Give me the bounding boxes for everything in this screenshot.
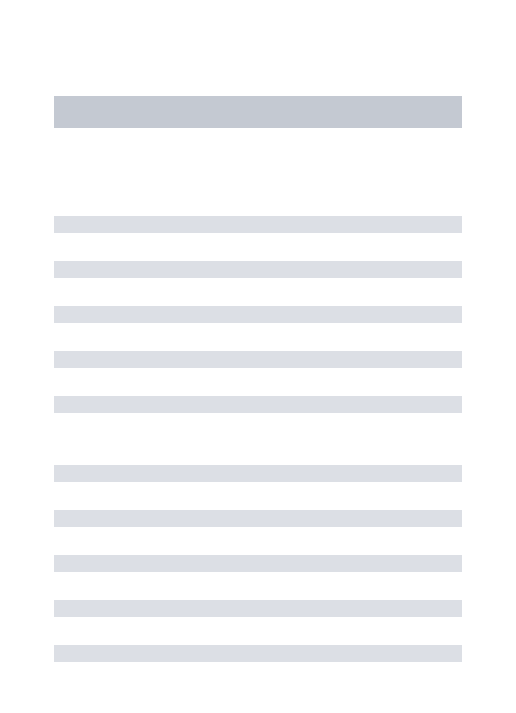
skeleton-line (54, 645, 462, 662)
skeleton-title-bar (54, 96, 462, 128)
skeleton-paragraph-1 (54, 216, 462, 413)
skeleton-line (54, 216, 462, 233)
skeleton-line (54, 600, 462, 617)
skeleton-line (54, 555, 462, 572)
skeleton-line (54, 306, 462, 323)
skeleton-paragraph-2 (54, 465, 462, 662)
skeleton-line (54, 351, 462, 368)
skeleton-line (54, 261, 462, 278)
skeleton-line (54, 465, 462, 482)
skeleton-document (0, 0, 516, 662)
skeleton-line (54, 396, 462, 413)
skeleton-line (54, 510, 462, 527)
